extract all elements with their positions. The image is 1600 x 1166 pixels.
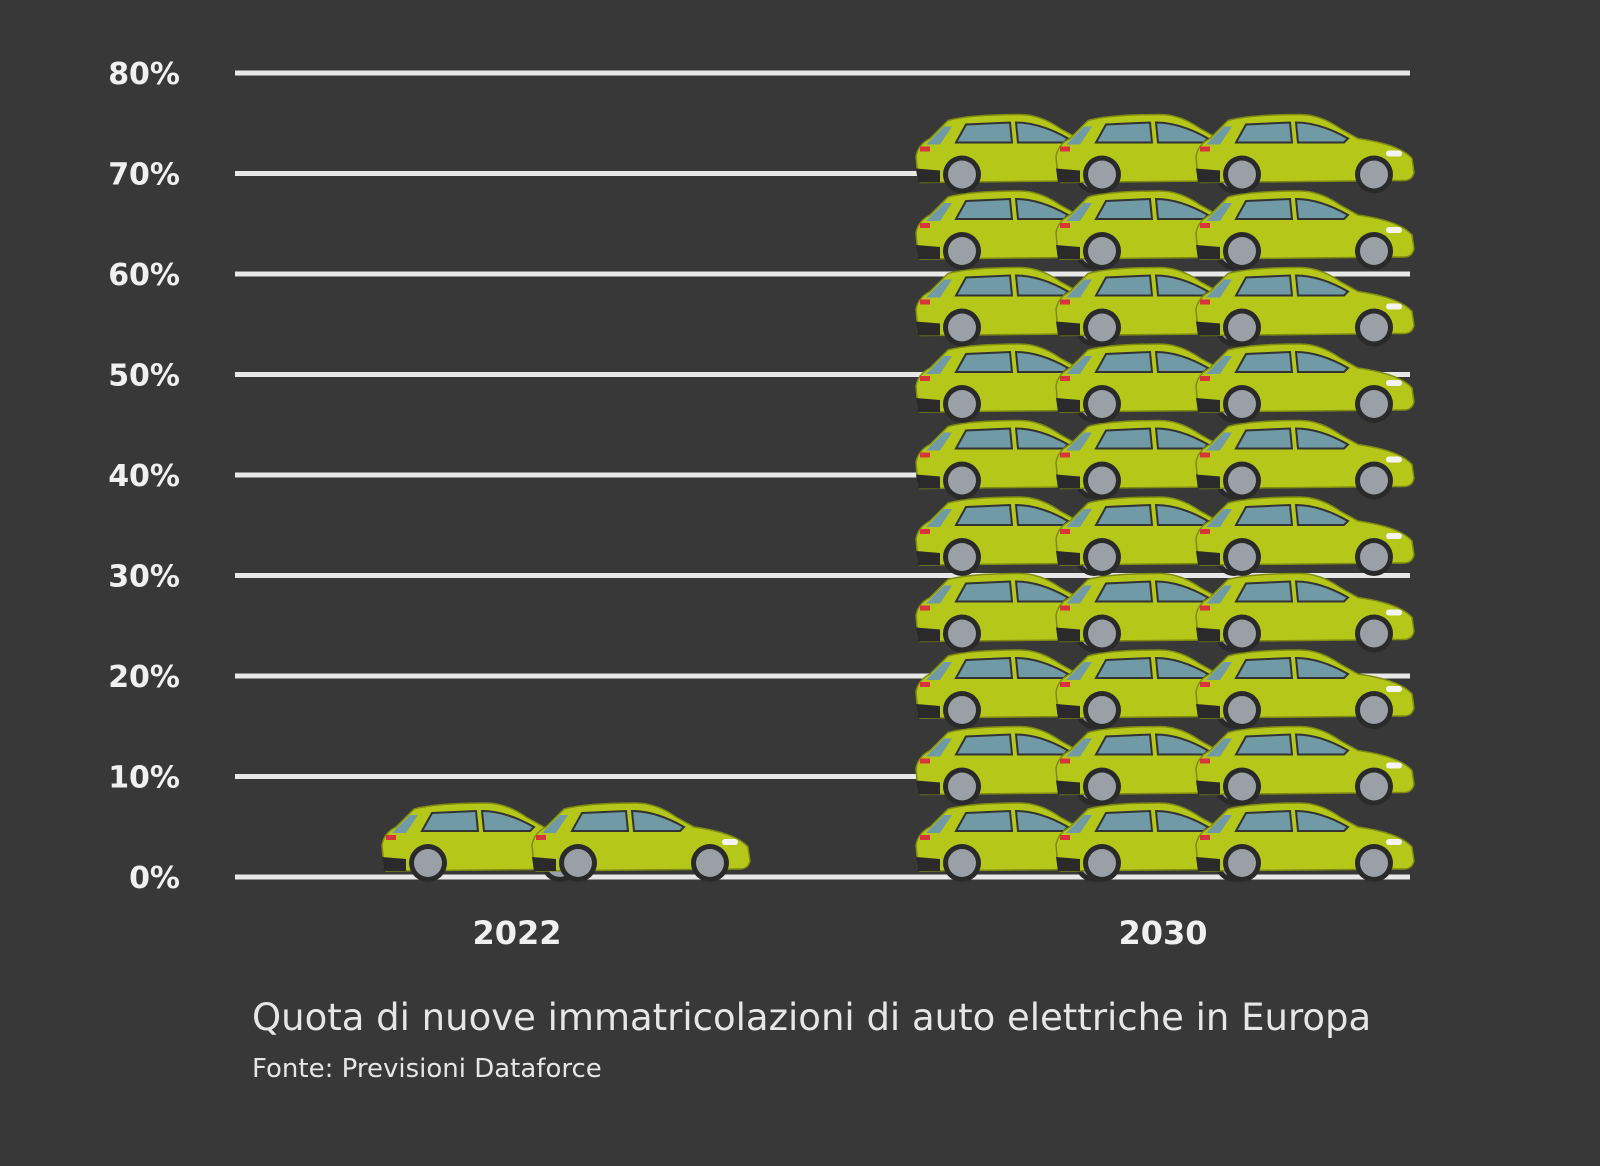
car-icon [1195,419,1415,501]
car-icon [1195,572,1415,654]
x-category-label: 2030 [1118,914,1207,952]
y-tick-label: 20% [108,660,180,695]
y-tick-label: 70% [108,158,180,193]
y-tick-label: 80% [108,57,180,92]
car-icon [531,802,751,883]
x-category-label: 2022 [472,914,561,952]
chart-title: Quota di nuove immatricolazioni di auto … [252,996,1372,1039]
car-icon [1195,343,1415,424]
chart-source: Fonte: Previsioni Dataforce [252,1054,602,1084]
car-icon [1195,496,1415,577]
y-tick-label: 60% [108,258,180,293]
car-icon [1195,266,1415,348]
y-tick-label: 0% [129,861,180,896]
car-icon [1195,113,1415,195]
y-tick-label: 30% [108,560,180,595]
car-icon [1195,649,1415,730]
car-icon [1195,190,1415,271]
y-tick-label: 40% [108,459,180,494]
car-icon [1195,725,1415,807]
y-tick-label: 10% [108,761,180,796]
y-tick-label: 50% [108,359,180,394]
car-icon [1195,802,1415,883]
